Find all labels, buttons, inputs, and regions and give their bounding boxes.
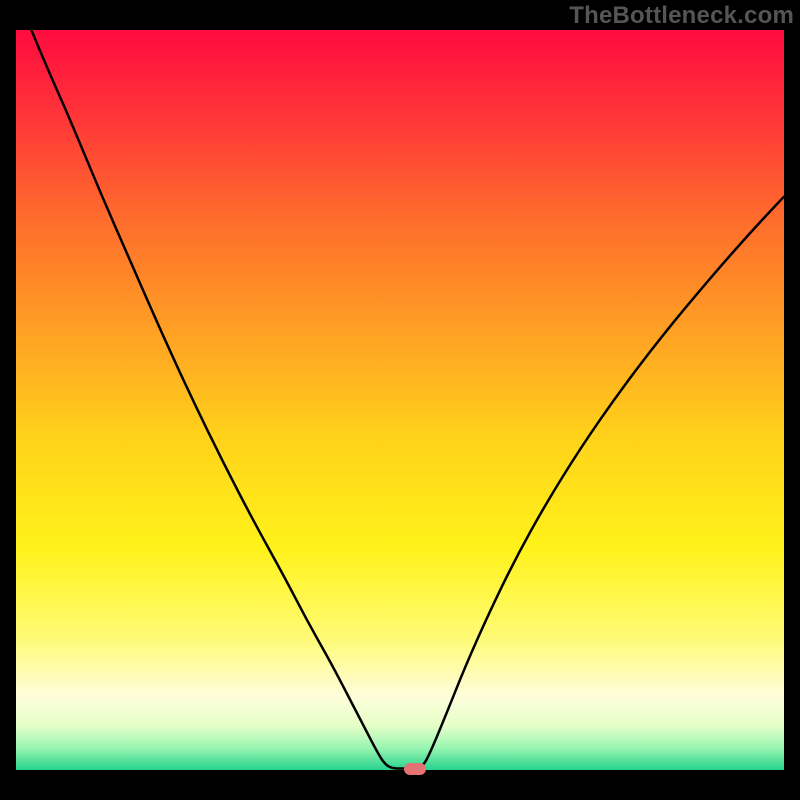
plot-area	[16, 30, 784, 770]
bottleneck-curve	[16, 30, 784, 770]
optimal-point-marker	[404, 763, 426, 775]
chart-frame: TheBottleneck.com	[0, 0, 800, 800]
watermark-text: TheBottleneck.com	[569, 2, 794, 30]
